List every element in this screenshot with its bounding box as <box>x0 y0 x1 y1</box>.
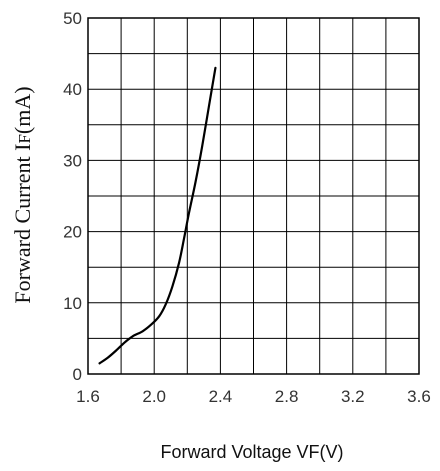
plot-frame <box>87 17 420 375</box>
x-tick-label: 2.8 <box>275 387 299 406</box>
series-line <box>98 66 217 365</box>
grid <box>88 18 419 374</box>
y-tick-label: 30 <box>63 151 82 170</box>
y-axis-label-subscript: F <box>15 134 34 143</box>
y-axis-ticks: 0 10 20 30 40 50 <box>63 9 82 384</box>
y-axis-label: Forward Current IF(mA) <box>10 86 35 303</box>
x-tick-label: 2.4 <box>209 387 233 406</box>
x-tick-label: 2.0 <box>142 387 166 406</box>
x-tick-label: 1.6 <box>76 387 100 406</box>
y-tick-label: 0 <box>73 365 82 384</box>
y-axis-label-unit: (mA) <box>10 86 35 134</box>
x-axis-ticks: 1.6 2.0 2.4 2.8 3.2 3.6 <box>76 387 431 406</box>
y-tick-label: 20 <box>63 223 82 242</box>
x-tick-label: 3.2 <box>341 387 365 406</box>
x-axis-label: Forward Voltage VF(V) <box>160 442 343 462</box>
x-tick-label: 3.6 <box>407 387 431 406</box>
y-tick-label: 50 <box>63 9 82 28</box>
y-tick-label: 10 <box>63 294 82 313</box>
y-axis-label-main: Forward Current I <box>10 144 35 304</box>
y-tick-label: 40 <box>63 80 82 99</box>
